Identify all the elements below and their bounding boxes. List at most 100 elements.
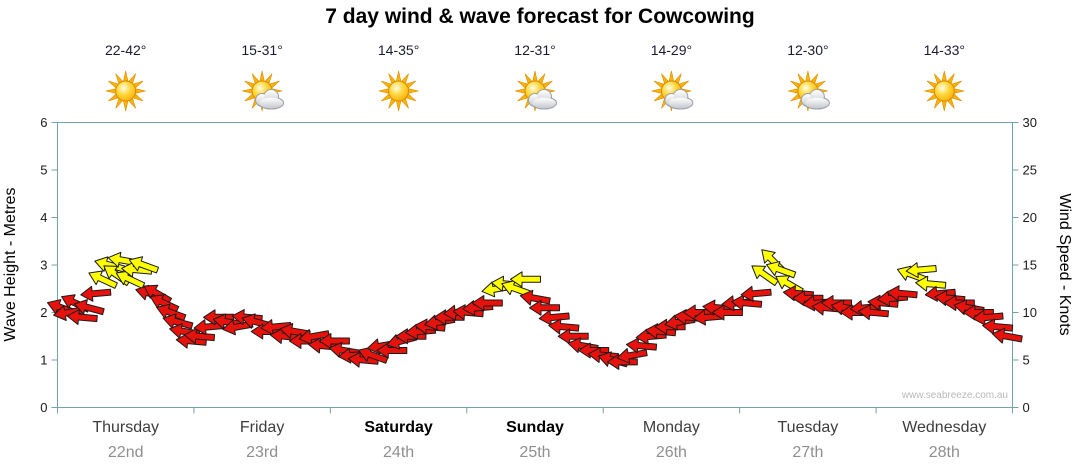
wind-arrow xyxy=(66,309,98,325)
temperature-range: 12-31° xyxy=(514,42,556,58)
sun-ray xyxy=(123,70,129,82)
wind-arrow xyxy=(766,261,797,279)
cloud-icon xyxy=(528,89,557,110)
wind-arrow xyxy=(298,329,330,345)
day-name: Tuesday xyxy=(777,419,839,436)
wind-arrow xyxy=(962,304,994,321)
cloud-icon xyxy=(664,89,694,110)
day-name: Friday xyxy=(239,419,285,436)
sun-icon xyxy=(378,70,419,112)
sun-ray xyxy=(514,88,526,94)
sun-disc xyxy=(115,80,137,102)
wind-arrow xyxy=(471,295,503,311)
temperature-range: 14-33° xyxy=(923,42,965,58)
weather-icon-sun xyxy=(105,70,146,112)
sun-ray xyxy=(924,88,935,94)
y-right-tick-label: 10 xyxy=(1023,305,1037,320)
day-date: 23rd xyxy=(246,444,279,461)
sun-ray xyxy=(378,88,389,94)
y-right-tick-label: 20 xyxy=(1023,210,1037,225)
day-date: 24th xyxy=(383,444,415,461)
wind-arrow xyxy=(115,270,146,289)
wind-arrow xyxy=(358,346,389,364)
wind-arrow xyxy=(529,299,560,316)
y-left-tick-label: 3 xyxy=(40,258,47,273)
wind-arrow xyxy=(143,284,173,305)
cloud-icon xyxy=(800,89,830,110)
wind-arrow xyxy=(886,285,918,302)
wind-arrow xyxy=(792,290,824,307)
plot-frame xyxy=(57,122,1013,408)
sun-disc xyxy=(388,80,410,102)
sun-ray xyxy=(805,70,811,82)
sun-icon xyxy=(924,70,965,112)
wind-arrow xyxy=(711,304,743,321)
weather-icon-sun-cloud xyxy=(242,70,285,112)
wind-arrow xyxy=(80,285,112,302)
y-right-tick-label: 0 xyxy=(1023,400,1030,415)
wind-arrow xyxy=(740,285,772,302)
wind-arrow xyxy=(260,319,292,336)
sun-ray xyxy=(941,100,947,112)
temperature-range: 14-35° xyxy=(377,42,420,58)
y-left-tick-label: 0 xyxy=(40,400,47,415)
weather-icons xyxy=(105,70,965,112)
sun-ray xyxy=(123,100,129,112)
wind-arrow xyxy=(128,256,160,274)
y-right-tick-label: 5 xyxy=(1023,353,1030,368)
sun-ray xyxy=(651,88,662,94)
wind-arrow xyxy=(538,309,570,326)
wind-arrow xyxy=(279,323,311,339)
day-name: Saturday xyxy=(364,419,433,436)
y-right-axis-title: Wind Speed - Knots xyxy=(1056,193,1073,335)
y-right-tick-label: 15 xyxy=(1023,258,1037,273)
day-date: 22nd xyxy=(107,444,144,461)
day-date: 27th xyxy=(792,444,824,461)
sun-ray xyxy=(787,88,799,94)
y-left-tick-label: 6 xyxy=(40,115,47,130)
day-name: Wednesday xyxy=(902,419,987,436)
wind-arrow xyxy=(501,280,532,298)
wind-arrow xyxy=(982,318,1014,335)
watermark: www.seabreeze.com.au xyxy=(901,390,1008,401)
temperature-range: 12-30° xyxy=(787,42,829,58)
day-name: Sunday xyxy=(506,419,564,436)
y-left-tick-label: 4 xyxy=(40,210,47,225)
weather-icon-sun-cloud xyxy=(787,70,830,112)
sun-icon xyxy=(105,70,146,112)
wind-arrow xyxy=(376,342,408,359)
wind-arrow xyxy=(318,333,350,349)
wind-arrow xyxy=(156,303,187,321)
day-date: 28th xyxy=(928,444,960,461)
sun-ray xyxy=(396,100,402,112)
y-right-tick-label: 25 xyxy=(1023,163,1037,178)
sun-ray xyxy=(396,70,402,82)
wind-arrow xyxy=(519,289,551,306)
weather-icon-sun xyxy=(924,70,965,112)
wind-arrow xyxy=(162,313,194,330)
weather-icon-sun-cloud xyxy=(514,70,557,112)
wind-arrow xyxy=(73,299,105,316)
sun-ray xyxy=(953,88,965,94)
temperature-range: 14-29° xyxy=(650,42,693,58)
wind-arrow xyxy=(991,327,1023,344)
sun-ray xyxy=(105,88,116,94)
wind-arrow xyxy=(606,353,638,370)
y-right-tick-label: 30 xyxy=(1023,115,1037,130)
y-left-tick-label: 5 xyxy=(40,163,47,178)
day-name: Monday xyxy=(642,419,700,436)
wind-arrow xyxy=(183,328,216,344)
wind-arrow xyxy=(857,304,890,321)
day-name: Thursday xyxy=(92,419,160,436)
y-left-tick-label: 2 xyxy=(40,305,47,320)
day-date: 26th xyxy=(655,444,687,461)
page-title: 7 day wind & wave forecast for Cowcowing xyxy=(325,5,755,28)
wind-arrow xyxy=(775,275,804,295)
weather-icon-sun xyxy=(378,70,419,112)
wind-arrow xyxy=(557,328,589,345)
wind-arrow xyxy=(510,271,541,288)
temperature-range: 22-42° xyxy=(104,42,147,58)
wind-arrow xyxy=(88,270,118,289)
wind-arrow xyxy=(751,265,779,287)
